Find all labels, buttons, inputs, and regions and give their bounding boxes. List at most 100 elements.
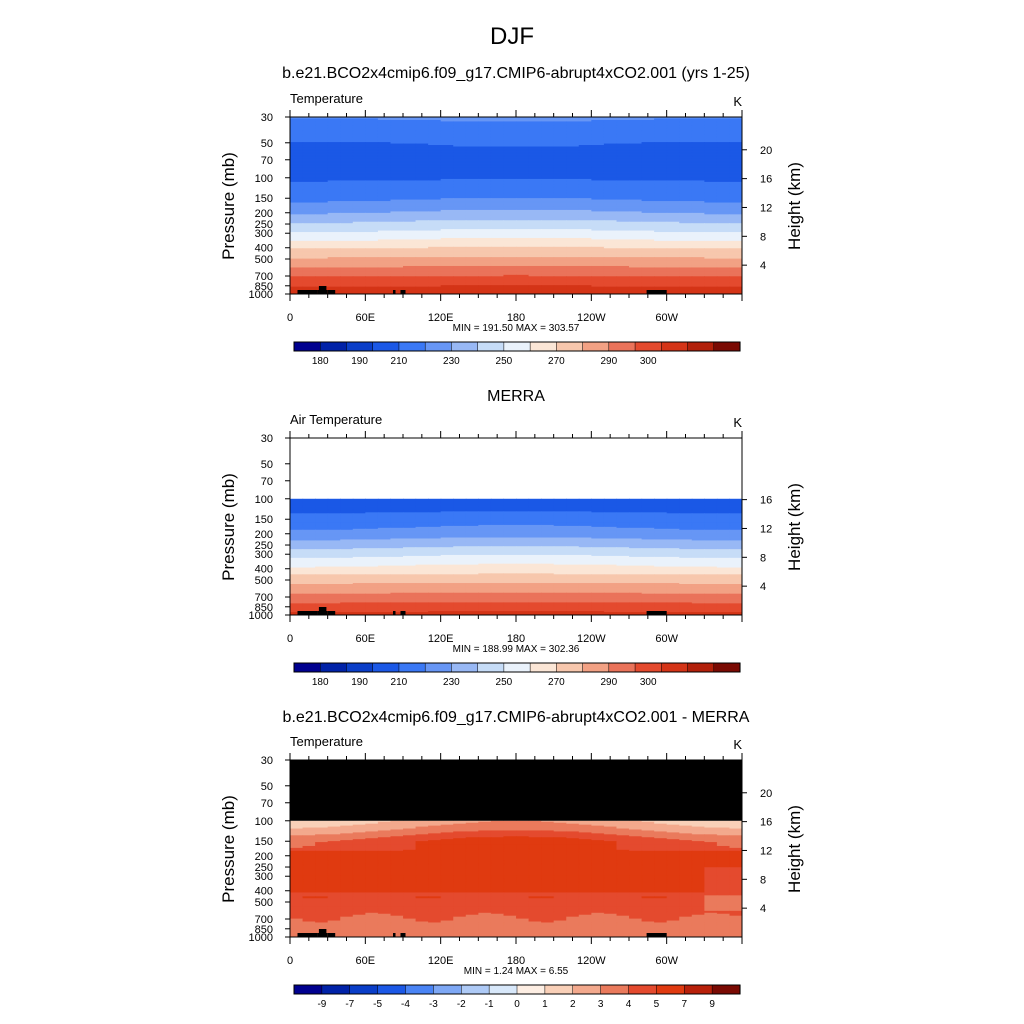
contour-cell [553,237,567,241]
contour-cell [516,139,530,142]
contour-cell [691,147,705,151]
contour-cell [440,201,454,204]
contour-cell [528,260,542,263]
contour-cell [704,277,718,280]
contour-cell [541,243,555,246]
contour-cell [541,276,555,279]
contour-cell [603,288,618,291]
contour-cell [290,211,304,214]
contour-cell [365,152,379,155]
contour-cell [377,156,392,159]
contour-cell [503,255,517,258]
contour-cell [453,283,467,286]
contour-cell [704,178,718,182]
contour-cell [377,143,392,146]
contour-cell [428,186,442,189]
contour-cell [390,286,404,289]
contour-cell [603,133,618,136]
contour-cell [490,512,505,514]
contour-cell [691,119,705,123]
contour-cell [578,223,592,226]
contour-cell [290,180,304,183]
contour-cell [629,158,643,161]
contour-cell [691,181,705,184]
contour-cell [352,173,366,176]
x-tick-label: 120E [428,312,454,324]
contour-cell [716,208,731,211]
contour-cell [290,118,304,121]
contour-cell [591,237,605,241]
contour-cell [490,127,505,130]
contour-cell [591,192,605,195]
contour-cell [679,186,693,189]
contour-cell [691,124,705,127]
contour-cell [465,230,479,233]
contour-cell [428,170,442,173]
contour-cell [490,153,505,156]
contour-cell [528,254,542,257]
contour-cell [591,183,605,186]
contour-cell [440,226,454,229]
contour-cell [352,257,366,260]
contour-cell [566,292,580,294]
contour-cell [641,248,655,251]
contour-cell [377,217,392,220]
contour-cell [578,286,592,289]
contour-cell [629,502,643,505]
contour-cell [591,184,605,187]
contour-cell [566,177,580,180]
contour-cell [553,196,567,199]
contour-cell [465,167,479,170]
contour-cell [377,158,392,161]
contour-cell [503,139,517,142]
contour-cell [541,192,555,195]
contour-cell [691,184,705,187]
contour-cell [704,224,718,227]
contour-cell [666,264,680,267]
contour-cell [616,265,630,269]
contour-cell [641,127,655,130]
contour-cell [679,283,693,286]
contour-cell [365,273,379,276]
contour-cell [654,218,668,221]
contour-cell [440,198,454,201]
contour-cell [541,267,555,270]
contour-cell [528,512,542,514]
contour-cell [566,263,580,266]
contour-cell [629,136,643,139]
contour-cell [490,212,505,215]
contour-cell [315,237,329,241]
contour-cell [666,133,680,136]
contour-cell [679,152,693,155]
contour-cell [578,239,592,242]
contour-cell [528,499,542,502]
contour-cell [729,237,742,241]
contour-cell [478,145,492,148]
contour-cell [415,229,429,232]
contour-cell [365,156,379,159]
contour-cell [490,187,505,190]
contour-cell [679,184,693,187]
contour-cell [616,162,630,165]
contour-cell [729,224,742,227]
contour-cell [377,263,392,266]
contour-cell [365,264,379,267]
contour-cell [704,118,718,121]
contour-cell [541,208,555,211]
contour-cell [616,134,630,137]
contour-cell [528,276,542,279]
contour-cell [478,176,492,179]
contour-cell [503,509,517,511]
contour-cell [729,201,742,204]
contour-cell [629,512,643,514]
contour-cell [503,130,517,133]
contour-cell [691,251,705,254]
contour-cell [553,127,567,130]
contour-cell [290,285,304,288]
contour-cell [478,131,492,134]
contour-cell [553,156,567,159]
contour-cell [553,181,567,184]
contour-cell [478,183,492,186]
contour-cell [679,199,693,202]
contour-cell [490,159,505,162]
